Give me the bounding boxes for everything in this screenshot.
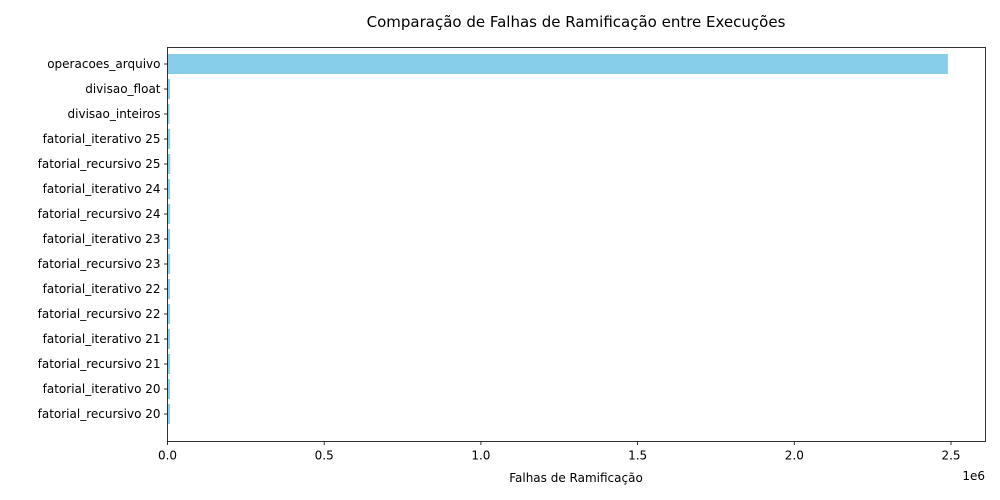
y-tick-label: fatorial_iterativo 21 [43,332,161,346]
y-tick-label: fatorial_recursivo 20 [38,407,161,421]
y-tick-label: fatorial_iterativo 25 [43,132,161,146]
bar [167,54,948,74]
y-tick-label: fatorial_recursivo 24 [38,207,161,221]
bars-group [167,54,948,424]
bar [167,129,171,149]
bar [167,79,171,99]
y-tick-label: divisao_float [85,82,161,96]
y-tick-label: fatorial_iterativo 24 [43,182,161,196]
x-tick-label: 1.0 [471,449,490,463]
y-tick-label: fatorial_recursivo 22 [38,307,161,321]
y-tick-label: fatorial_recursivo 23 [38,257,161,271]
x-offset-label: 1e6 [962,469,985,483]
bar [167,229,171,249]
bar [167,354,171,374]
bar [167,204,171,224]
bar [167,104,170,124]
bar [167,404,171,424]
y-tick-label: divisao_inteiros [68,107,161,121]
x-axis-label: Falhas de Ramificação [509,471,643,485]
bar [167,254,171,274]
plot-frame [167,47,986,442]
bar [167,154,171,174]
y-tick-label: fatorial_recursivo 21 [38,357,161,371]
x-axis-ticks: 0.0 0.5 1.0 1.5 2.0 2.5 [158,441,961,463]
bar [167,279,171,299]
x-tick-label: 1.5 [628,449,647,463]
y-tick-label: operacoes_arquivo [47,57,160,71]
bar [167,329,171,349]
bar [167,304,171,324]
x-tick-label: 2.5 [941,449,960,463]
y-tick-label: fatorial_iterativo 23 [43,232,161,246]
x-tick-label: 0.0 [158,449,177,463]
x-tick-label: 2.0 [785,449,804,463]
chart-title: Comparação de Falhas de Ramificação entr… [367,13,786,31]
bar [167,379,171,399]
bar [167,179,171,199]
y-tick-label: fatorial_iterativo 20 [43,382,161,396]
x-tick-label: 0.5 [315,449,334,463]
y-tick-label: fatorial_iterativo 22 [43,282,161,296]
y-axis-ticks: operacoes_arquivo divisao_float divisao_in… [38,57,168,421]
y-tick-label: fatorial_recursivo 25 [38,157,161,171]
